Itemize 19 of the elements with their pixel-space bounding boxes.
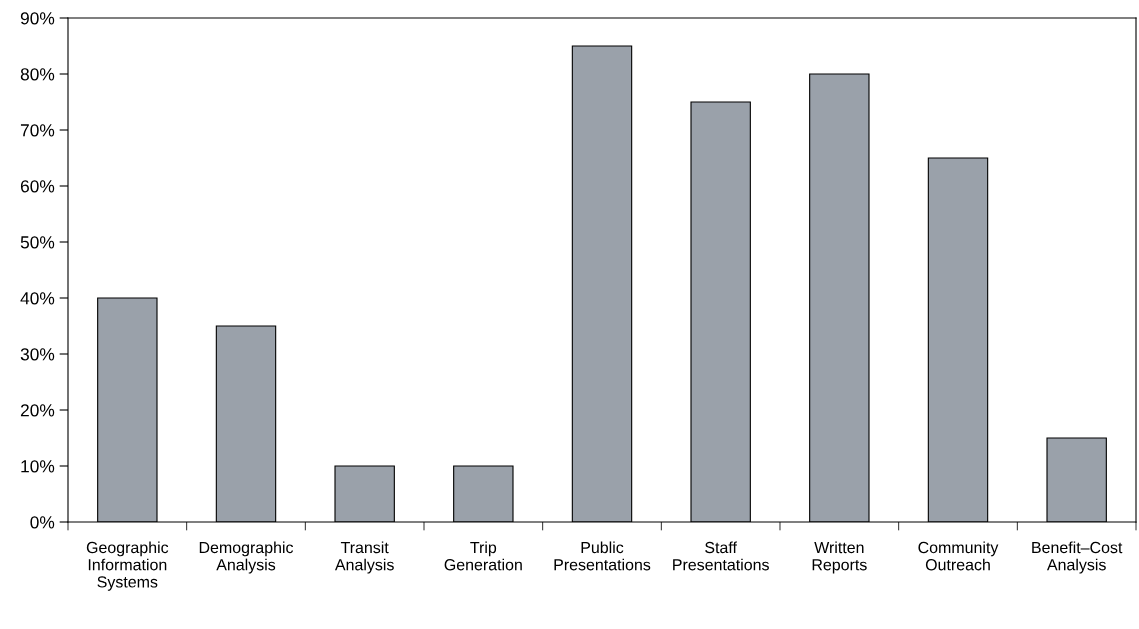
y-tick-label: 0%	[30, 516, 55, 529]
y-tick-label: 20%	[20, 404, 55, 417]
x-tick-label: Trip Generation	[444, 541, 522, 571]
y-tick-label: 40%	[20, 292, 55, 305]
x-tick-label: Transit Analysis	[334, 541, 394, 574]
y-tick-label: 90%	[20, 12, 55, 25]
y-tick-label: 80%	[20, 68, 55, 81]
x-tick-label: Benefit–Cost Analysis	[1032, 541, 1123, 574]
x-tick-label: Public Presentations	[554, 541, 651, 571]
x-tick-label: Demographic Analysis	[199, 541, 294, 574]
x-tick-label: Written Reports	[812, 541, 867, 574]
y-tick-label: 70%	[20, 124, 55, 137]
y-tick-label: 30%	[20, 348, 55, 361]
y-tick-label: 10%	[21, 460, 55, 473]
x-tick-label: Community Outreach	[918, 541, 999, 571]
y-tick-label: 50%	[20, 236, 55, 249]
x-tick-label: Geographic Information Systems	[86, 541, 169, 591]
y-tick-label: 60%	[20, 180, 55, 193]
x-tick-label: Staff Presentations	[673, 541, 769, 571]
